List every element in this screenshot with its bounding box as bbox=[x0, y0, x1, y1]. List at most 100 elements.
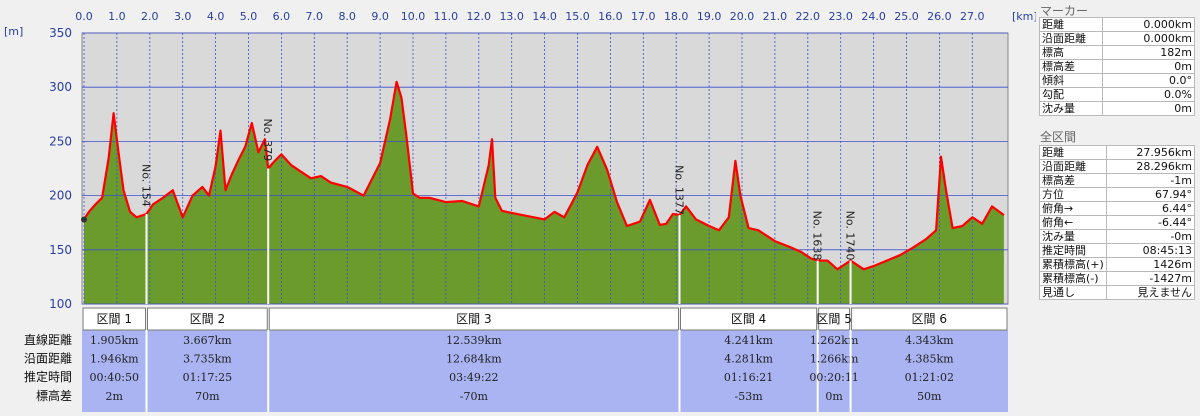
all-prop-key: 沿面距離 bbox=[1039, 159, 1107, 174]
section-header[interactable] bbox=[679, 307, 818, 331]
marker-prop-key: 標高差 bbox=[1039, 59, 1103, 74]
all-prop-row: 累積標高(-) -1427m bbox=[1039, 271, 1196, 286]
section-name: 区間 3 bbox=[456, 312, 491, 326]
section-value: 1.905km bbox=[90, 334, 139, 347]
x-tick-label: 22.0 bbox=[796, 10, 821, 23]
x-tick-label: 16.0 bbox=[598, 10, 623, 23]
all-prop-key: 俯角→ bbox=[1039, 201, 1107, 216]
waypoint-label: No. 379 bbox=[261, 119, 274, 162]
x-tick-label: 3.0 bbox=[174, 10, 192, 23]
section-value: 4.241km bbox=[724, 334, 773, 347]
waypoint-label: No. 1638 bbox=[811, 211, 824, 261]
y-tick-label: 300 bbox=[49, 80, 72, 94]
x-tick-label: 19.0 bbox=[697, 10, 722, 23]
all-section-properties-table: 距離 27.956km 沿面距離 28.296km 標高差 -1m 方位 67.94° 俯角→ 6… bbox=[1039, 145, 1196, 300]
all-prop-row: 見通し 見えません bbox=[1039, 285, 1196, 300]
all-prop-key: 方位 bbox=[1039, 187, 1107, 202]
marker-prop-key: 標高 bbox=[1039, 45, 1103, 60]
x-axis-unit: [km] bbox=[1012, 10, 1036, 23]
all-prop-key: 距離 bbox=[1039, 145, 1107, 160]
x-tick-label: 1.0 bbox=[108, 10, 126, 23]
section-header[interactable] bbox=[147, 307, 268, 331]
all-prop-value: -1m bbox=[1105, 173, 1196, 188]
all-prop-row: 累積標高(+) 1426m bbox=[1039, 257, 1196, 272]
all-prop-row: 推定時間 08:45:13 bbox=[1039, 243, 1196, 258]
section-value: 00:20:11 bbox=[809, 371, 858, 384]
all-prop-row: 標高差 -1m bbox=[1039, 173, 1196, 188]
marker-prop-value: 0.0° bbox=[1102, 73, 1195, 88]
x-tick-label: 21.0 bbox=[763, 10, 788, 23]
marker-prop-row: 標高 182m bbox=[1039, 45, 1195, 60]
all-prop-row: 沈み量 -0m bbox=[1039, 229, 1196, 244]
y-tick-label: 250 bbox=[49, 134, 72, 148]
y-tick-label: 200 bbox=[49, 189, 72, 203]
all-prop-key: 推定時間 bbox=[1039, 243, 1107, 258]
all-prop-key: 累積標高(+) bbox=[1039, 257, 1107, 272]
section-header[interactable] bbox=[82, 307, 147, 331]
section-name: 区間 5 bbox=[816, 312, 851, 326]
x-tick-label: 10.0 bbox=[401, 10, 426, 23]
section-name: 区間 4 bbox=[731, 312, 766, 326]
section-row-label: 推定時間 bbox=[24, 369, 72, 384]
all-prop-value: 28.296km bbox=[1105, 159, 1196, 174]
all-prop-value: 1426m bbox=[1105, 257, 1196, 272]
section-value: 01:21:02 bbox=[905, 371, 954, 384]
all-prop-value: 08:45:13 bbox=[1105, 243, 1196, 258]
section-header[interactable] bbox=[268, 307, 679, 331]
x-tick-label: 2.0 bbox=[141, 10, 159, 23]
marker-prop-value: 0m bbox=[1102, 59, 1195, 74]
all-prop-value: 27.956km bbox=[1105, 145, 1196, 160]
section-value: 1.946km bbox=[90, 353, 139, 366]
section-table-body bbox=[82, 330, 1008, 412]
waypoint-label: No. 154 bbox=[140, 164, 153, 207]
all-prop-row: 沿面距離 28.296km bbox=[1039, 159, 1196, 174]
section-header[interactable] bbox=[818, 307, 851, 331]
marker-prop-row: 距離 0.000km bbox=[1039, 17, 1195, 32]
marker-prop-key: 傾斜 bbox=[1039, 73, 1103, 88]
section-header[interactable] bbox=[851, 307, 1008, 331]
x-tick-label: 26.0 bbox=[927, 10, 952, 23]
x-tick-label: 14.0 bbox=[532, 10, 557, 23]
marker-prop-key: 沿面距離 bbox=[1039, 31, 1103, 46]
section-name: 区間 2 bbox=[190, 312, 225, 326]
marker-section-title: マーカー bbox=[1040, 4, 1089, 18]
info-sidebar: マーカー 距離 0.000km 沿面距離 0.000km 標高 182m 標高差 0m 傾斜 0.… bbox=[1036, 0, 1200, 416]
section-value: -53m bbox=[735, 390, 764, 403]
marker-prop-key: 距離 bbox=[1039, 17, 1103, 32]
section-value: 4.281km bbox=[724, 353, 773, 366]
section-value: 2m bbox=[106, 390, 124, 403]
section-value: 3.735km bbox=[183, 353, 232, 366]
section-value: 12.684km bbox=[446, 353, 502, 366]
section-value: 4.343km bbox=[905, 334, 954, 347]
marker-prop-value: 0.0% bbox=[1102, 87, 1195, 102]
section-row-label: 沿面距離 bbox=[24, 352, 72, 366]
all-prop-key: 見通し bbox=[1039, 285, 1107, 300]
all-prop-value: -0m bbox=[1105, 229, 1196, 244]
section-value: 1.262km bbox=[810, 334, 859, 347]
x-tick-label: 6.0 bbox=[273, 10, 291, 23]
marker-prop-value: 182m bbox=[1102, 45, 1195, 60]
section-value: 4.385km bbox=[905, 353, 954, 366]
all-section-title: 全区間 bbox=[1040, 130, 1077, 144]
x-tick-label: 5.0 bbox=[240, 10, 258, 23]
marker-prop-row: 標高差 0m bbox=[1039, 59, 1195, 74]
all-prop-value: 6.44° bbox=[1105, 201, 1196, 216]
marker-prop-value: 0m bbox=[1102, 101, 1195, 116]
all-prop-row: 俯角← -6.44° bbox=[1039, 215, 1196, 230]
section-name: 区間 6 bbox=[912, 312, 947, 326]
elevation-profile-chart[interactable]: No. 154 No. 379 No. 1377 No. 1638 No. 1740 [… bbox=[0, 0, 1036, 416]
section-value: 70m bbox=[195, 390, 220, 403]
section-name: 区間 1 bbox=[97, 312, 132, 326]
x-tick-label: 9.0 bbox=[371, 10, 389, 23]
all-prop-value: -6.44° bbox=[1105, 215, 1196, 230]
y-tick-label: 100 bbox=[49, 297, 72, 311]
all-prop-value: 見えません bbox=[1105, 285, 1196, 300]
x-tick-label: 8.0 bbox=[338, 10, 356, 23]
y-tick-label: 150 bbox=[49, 243, 72, 257]
x-tick-label: 0.0 bbox=[75, 10, 93, 23]
section-value: 00:40:50 bbox=[90, 371, 139, 384]
elevation-line bbox=[83, 80, 1005, 271]
start-marker[interactable] bbox=[81, 216, 87, 223]
section-value: 1.266km bbox=[810, 353, 859, 366]
waypoint-label: No. 1377 bbox=[672, 165, 685, 215]
